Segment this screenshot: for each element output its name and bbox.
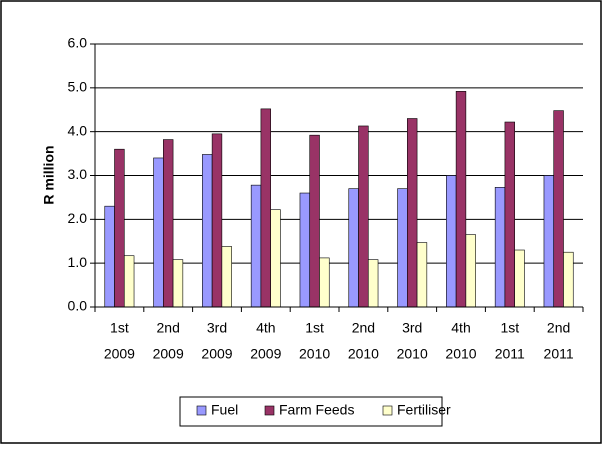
bar xyxy=(270,209,281,308)
x-tick-label: 2nd xyxy=(547,320,570,336)
x-tick-label: 2009 xyxy=(201,346,232,362)
bar xyxy=(504,121,515,308)
x-tick-label: 2009 xyxy=(250,346,281,362)
bar xyxy=(153,157,164,308)
bar xyxy=(446,175,457,308)
y-tick-label: 4.0 xyxy=(68,122,88,138)
legend-label: Farm Feeds xyxy=(279,402,354,418)
x-tick-label: 1st xyxy=(500,320,519,336)
x-tick-label: 4th xyxy=(451,320,470,336)
x-tick-label: 2011 xyxy=(544,346,574,362)
legend-swatch xyxy=(382,405,393,416)
x-tick-label: 2010 xyxy=(348,346,379,362)
x-tick-label: 4th xyxy=(256,320,275,336)
x-tick-label: 2nd xyxy=(157,320,180,336)
bar xyxy=(202,154,213,308)
bar xyxy=(172,259,184,308)
x-tick-label: 2010 xyxy=(445,346,476,362)
bar xyxy=(319,257,330,308)
bar xyxy=(260,108,271,308)
x-tick-label: 1st xyxy=(305,320,324,336)
x-tick-label: 3rd xyxy=(207,320,227,336)
x-tick-label: 2009 xyxy=(104,346,135,362)
x-tick-label: 2010 xyxy=(397,346,428,362)
bar xyxy=(309,134,320,308)
bar xyxy=(416,242,428,308)
bar xyxy=(104,205,115,308)
y-tick-label: 5.0 xyxy=(68,79,88,95)
legend-box xyxy=(179,396,443,427)
bar xyxy=(367,259,379,308)
bar xyxy=(543,175,555,308)
x-tick-label: 2011 xyxy=(495,346,525,362)
bar xyxy=(514,249,525,308)
x-tick-label: 3rd xyxy=(402,320,422,336)
legend-swatch xyxy=(196,405,207,416)
bar xyxy=(397,188,408,308)
legend-swatch xyxy=(264,405,275,416)
x-tick-label: 2010 xyxy=(299,346,330,362)
bar xyxy=(407,118,418,308)
y-tick-label: 6.0 xyxy=(68,35,88,51)
x-tick-label: 2009 xyxy=(153,346,184,362)
bar xyxy=(465,234,476,308)
legend-label: Fuel xyxy=(211,402,238,418)
x-tick-label: 1st xyxy=(110,320,129,336)
bar xyxy=(563,251,574,308)
y-tick-label: 0.0 xyxy=(68,298,88,314)
bar xyxy=(348,188,359,308)
legend-label: Fertiliser xyxy=(397,402,451,418)
x-tick-label: 2nd xyxy=(352,320,375,336)
y-tick-label: 3.0 xyxy=(68,166,88,182)
bar xyxy=(553,110,564,308)
bar xyxy=(114,148,125,308)
y-tick-label: 2.0 xyxy=(68,210,88,226)
y-axis-label: R million xyxy=(41,145,57,204)
bar xyxy=(250,184,262,308)
bar xyxy=(358,125,369,308)
bar xyxy=(494,187,506,308)
bar xyxy=(299,192,311,308)
bar xyxy=(211,133,223,308)
bar xyxy=(455,91,467,308)
bar xyxy=(163,139,174,308)
bar xyxy=(221,246,232,308)
bar xyxy=(123,255,135,308)
y-tick-label: 1.0 xyxy=(68,254,88,270)
